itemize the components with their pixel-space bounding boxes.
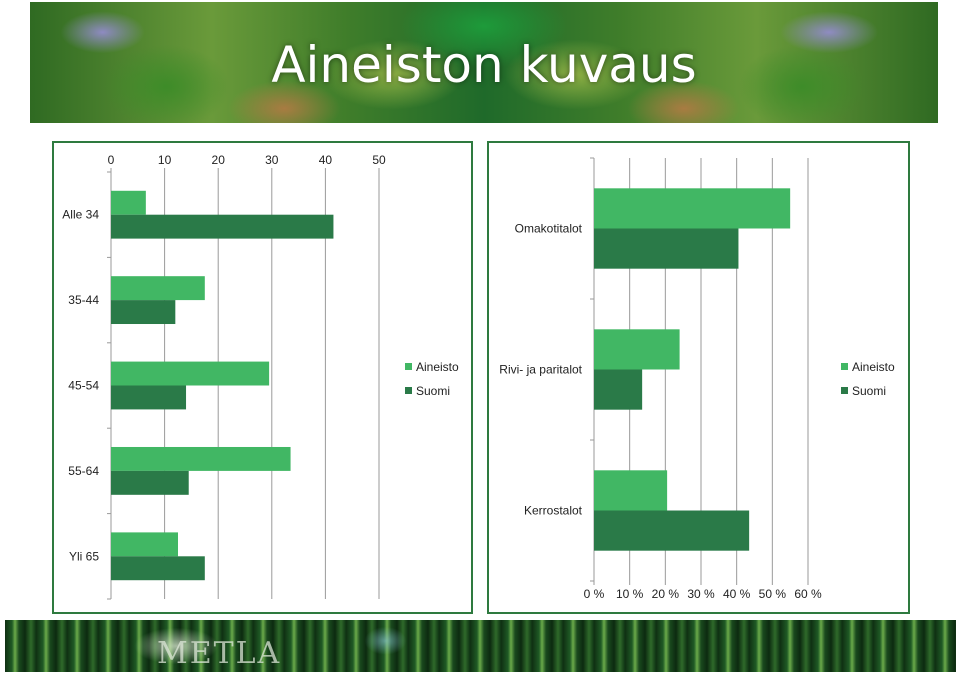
legend-label-aineisto: Aineisto: [416, 360, 459, 374]
legend-label-suomi: Suomi: [416, 384, 450, 398]
category-label: 35-44: [68, 293, 99, 307]
header-banner: Aineiston kuvaus: [30, 2, 938, 123]
x-tick-label: 60 %: [794, 587, 822, 601]
bar-aineisto-2: [594, 329, 680, 370]
x-tick-label: 30: [265, 153, 279, 167]
bar-suomi-1: [111, 214, 334, 239]
x-tick-label: 0 %: [584, 587, 605, 601]
housing-chart-panel: 0 % 10 % 20 % 30 % 40 % 50 % 60 % Omakotitalot R…: [487, 141, 910, 614]
category-label: 55-64: [68, 464, 99, 478]
bar-suomi-2: [111, 300, 176, 325]
age-chart-panel: 0 10 20 30 40 50 Alle 34 35-44 45-54 55-64 Yli 65 A…: [52, 141, 473, 614]
x-tick-label: 10: [158, 153, 172, 167]
bar-aineisto-1: [111, 190, 146, 215]
x-tick-label: 50: [372, 153, 386, 167]
category-label: Omakotitalot: [515, 222, 583, 236]
x-tick-label: 40: [319, 153, 333, 167]
category-label: 45-54: [68, 379, 99, 393]
footer-band: METLA: [5, 620, 956, 672]
legend-swatch-aineisto: [841, 363, 848, 370]
category-label: Alle 34: [62, 208, 99, 222]
category-label: Yli 65: [69, 549, 99, 563]
bar-aineisto-4: [111, 446, 291, 471]
x-tick-label: 30 %: [687, 587, 715, 601]
bar-suomi-4: [111, 470, 189, 495]
category-label: Rivi- ja paritalot: [499, 363, 582, 377]
bar-aineisto-5: [111, 532, 178, 557]
legend-label-suomi: Suomi: [852, 384, 886, 398]
bar-aineisto-3: [111, 361, 270, 386]
bar-suomi-1: [594, 228, 739, 269]
category-label: Kerrostalot: [524, 504, 583, 518]
housing-chart: 0 % 10 % 20 % 30 % 40 % 50 % 60 % Omakotitalot R…: [499, 157, 895, 601]
legend-label-aineisto: Aineisto: [852, 360, 895, 374]
slide-title: Aineiston kuvaus: [271, 36, 697, 94]
bar-suomi-3: [111, 385, 187, 410]
x-tick-label: 20: [212, 153, 226, 167]
x-tick-label: 20 %: [652, 587, 680, 601]
bar-aineisto-1: [594, 188, 791, 229]
legend-swatch-suomi: [841, 387, 848, 394]
x-tick-label: 10 %: [616, 587, 644, 601]
legend-swatch-aineisto: [405, 363, 412, 370]
bar-suomi-2: [594, 369, 643, 410]
bar-suomi-5: [111, 556, 205, 581]
bar-suomi-3: [594, 510, 750, 551]
x-tick-label: 0: [108, 153, 115, 167]
bar-aineisto-3: [594, 470, 668, 511]
legend-swatch-suomi: [405, 387, 412, 394]
metla-logo: METLA: [157, 636, 282, 671]
x-tick-label: 50 %: [759, 587, 787, 601]
x-tick-label: 40 %: [723, 587, 751, 601]
bar-aineisto-2: [111, 276, 205, 301]
age-chart: 0 10 20 30 40 50 Alle 34 35-44 45-54 55-64 Yli 65 A…: [62, 153, 459, 600]
